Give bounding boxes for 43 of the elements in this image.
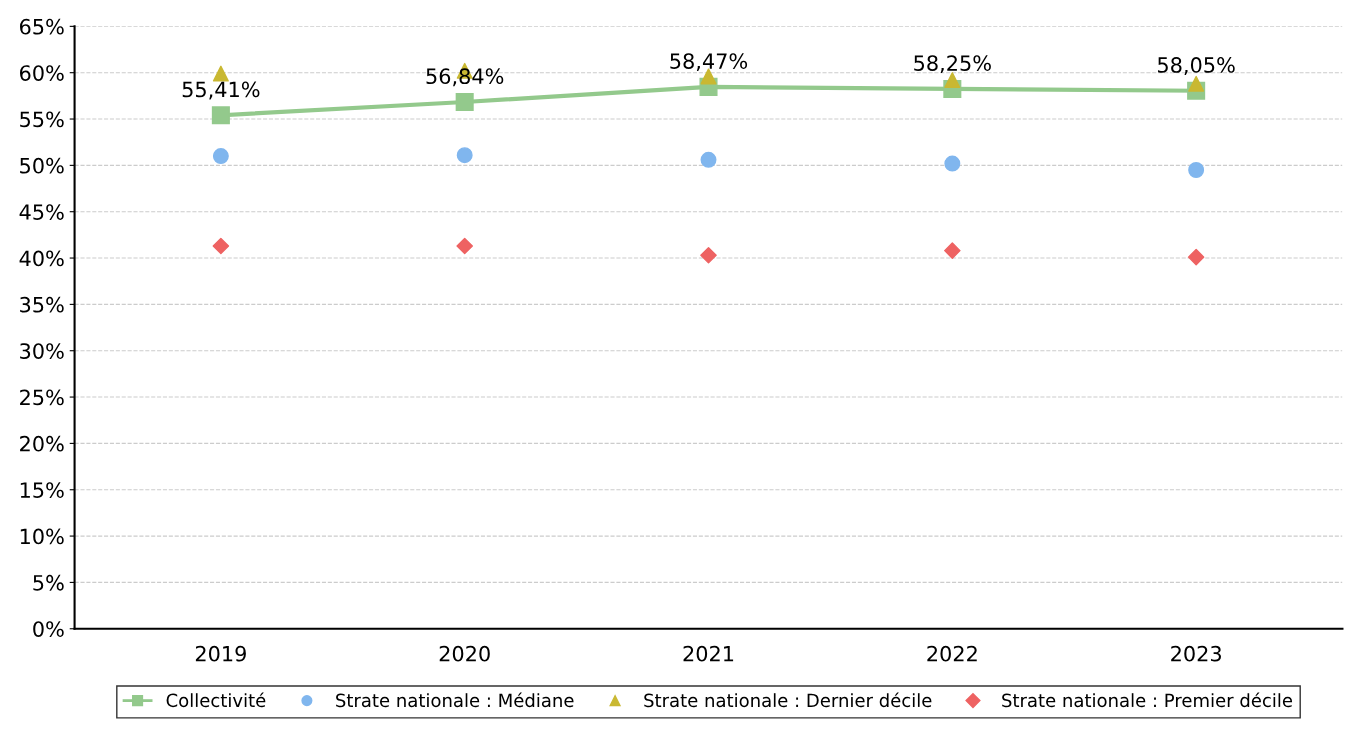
y-tick-label: 30% [20, 343, 64, 359]
y-tick-label: 65% [20, 18, 64, 35]
legend-label: Collectivité [166, 692, 266, 708]
y-tick-label: 10% [20, 528, 64, 545]
point [456, 237, 473, 255]
y-tick-label: 50% [20, 157, 64, 174]
point [1188, 162, 1205, 178]
point [212, 237, 230, 255]
point [944, 72, 961, 89]
x-tick-label: 2022 [927, 645, 977, 662]
y-tick-label: 0% [33, 621, 64, 637]
point [456, 147, 473, 164]
legend-label: Strate nationale : Dernier décile [644, 692, 932, 708]
data-label: 58,05% [1158, 57, 1235, 75]
point [211, 106, 230, 125]
x-tick-label: 2020 [439, 645, 490, 662]
x-tick-label: 2021 [683, 645, 734, 662]
point [700, 151, 717, 168]
point [212, 148, 229, 165]
y-tick-label: 20% [20, 435, 64, 452]
data-label: 56,84% [426, 68, 504, 87]
y-tick-label: 40% [19, 250, 64, 267]
y-tick-label: 45% [19, 204, 64, 220]
data-label: 55,41% [182, 81, 260, 100]
point [944, 155, 961, 172]
legend-label: Strate nationale : Premier décile [1002, 692, 1293, 708]
point [212, 65, 229, 82]
point [1188, 75, 1205, 92]
legend-label: Strate nationale : Médiane [336, 692, 574, 708]
y-tick-label: 15% [20, 482, 64, 498]
y-tick-label: 60% [20, 65, 64, 81]
y-tick-label: 55% [20, 111, 64, 128]
point [455, 92, 474, 112]
x-tick-label: 2019 [195, 645, 246, 662]
data-label: 58,47% [670, 53, 748, 72]
y-tick-label: 35% [20, 296, 64, 313]
y-tick-label: 25% [20, 389, 64, 406]
point [700, 246, 717, 264]
point [944, 242, 961, 259]
data-label: 58,25% [914, 55, 991, 74]
point [1187, 248, 1205, 266]
y-tick-label: 5% [33, 574, 64, 591]
x-tick-label: 2023 [1171, 645, 1221, 662]
